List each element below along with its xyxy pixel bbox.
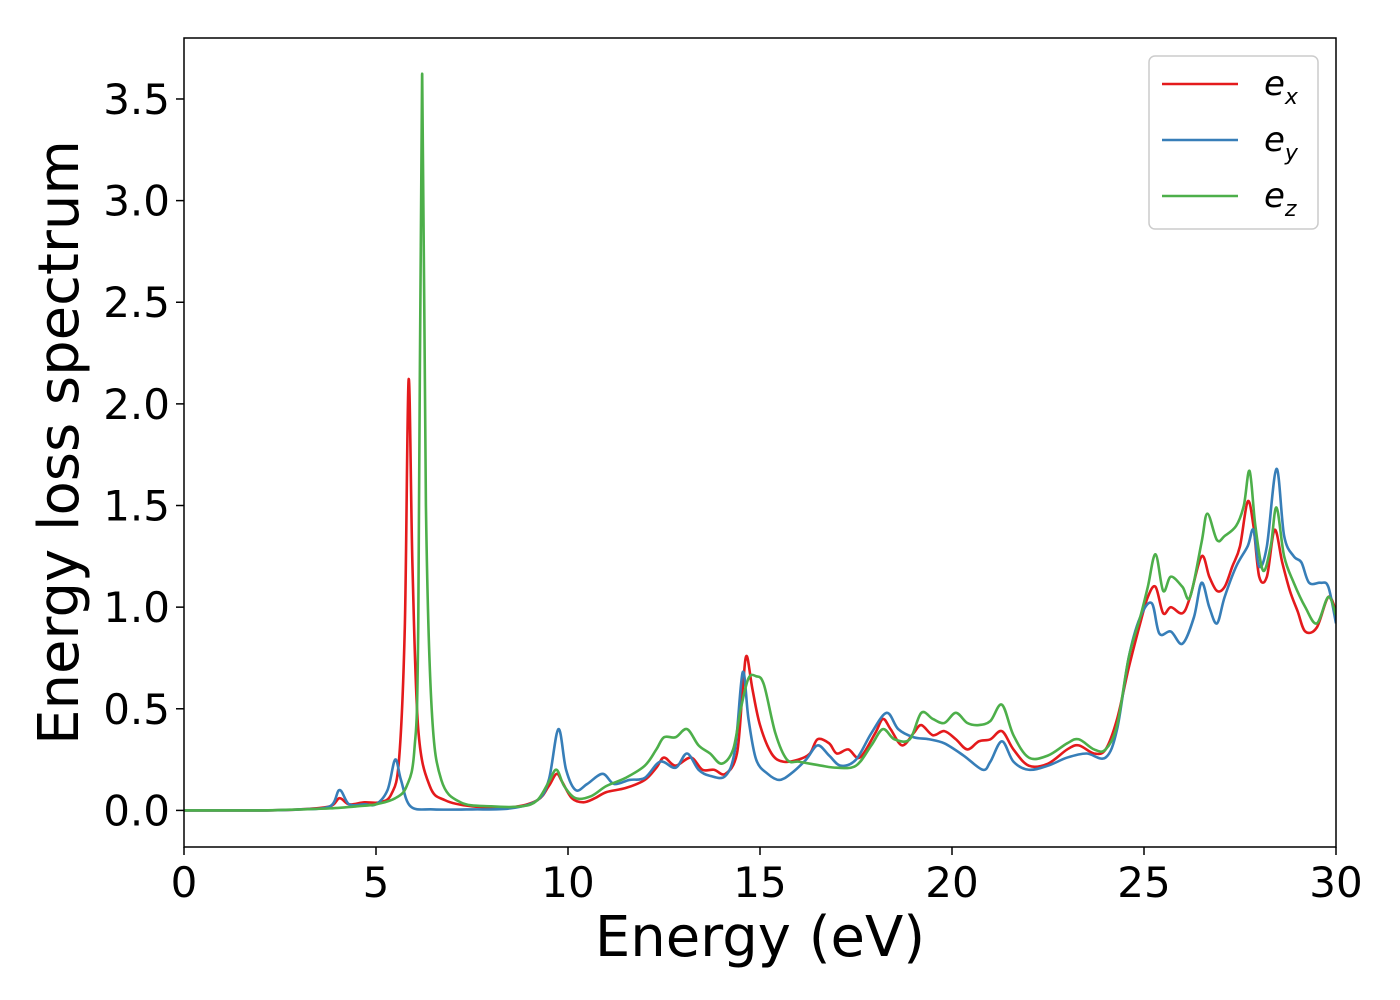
y-tick-label: 0.0 bbox=[103, 786, 170, 835]
y-tick-label: 1.0 bbox=[103, 583, 170, 632]
x-tick-label: 20 bbox=[925, 858, 978, 907]
series-line-e-x bbox=[184, 378, 1336, 812]
legend-box bbox=[1148, 55, 1319, 230]
series-line-e-y bbox=[184, 467, 1336, 812]
x-tick-label: 10 bbox=[541, 858, 594, 907]
y-tick-label: 3.0 bbox=[103, 177, 170, 226]
y-tick-label: 2.0 bbox=[103, 380, 170, 429]
y-tick-label: 3.5 bbox=[103, 75, 170, 124]
plot-lines bbox=[184, 72, 1336, 812]
x-tick-label: 0 bbox=[171, 858, 198, 907]
x-axis: 0 5 10 15 20 25 30 bbox=[171, 847, 1363, 907]
x-tick-label: 30 bbox=[1309, 858, 1362, 907]
y-tick-label: 1.5 bbox=[103, 482, 170, 531]
x-axis-title: Energy (eV) bbox=[595, 905, 925, 970]
x-tick-label: 5 bbox=[363, 858, 390, 907]
y-tick-label: 2.5 bbox=[103, 278, 170, 327]
x-tick-label: 25 bbox=[1117, 858, 1170, 907]
x-tick-label: 15 bbox=[733, 858, 786, 907]
y-axis-title: Energy loss spectrum bbox=[27, 140, 92, 745]
series-line-e-z bbox=[184, 72, 1336, 812]
y-axis: 0.0 0.5 1.0 1.5 2.0 2.5 3.0 3.5 bbox=[103, 75, 184, 835]
y-tick-label: 0.5 bbox=[103, 685, 170, 734]
